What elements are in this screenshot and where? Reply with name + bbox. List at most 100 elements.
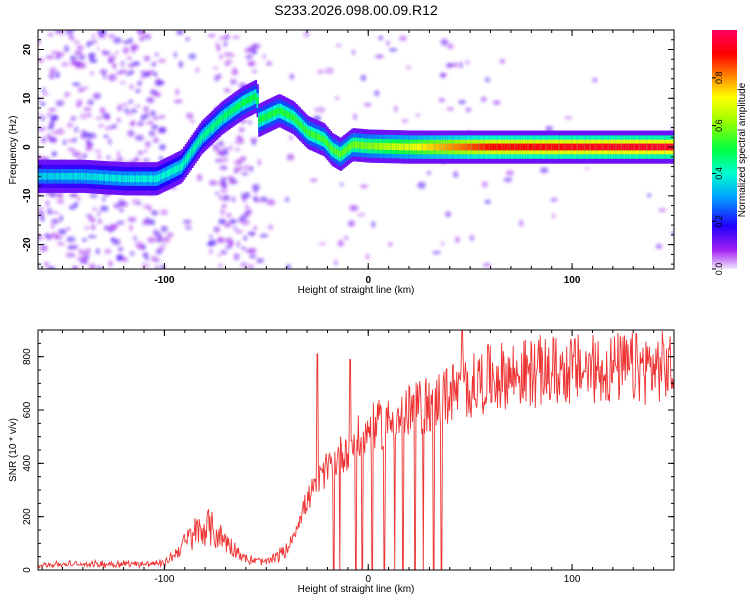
noise-speck bbox=[112, 62, 117, 70]
noise-speck bbox=[218, 180, 225, 187]
ridge-cell bbox=[621, 143, 624, 151]
ridge-cell bbox=[160, 173, 163, 181]
ridge-cell bbox=[442, 143, 445, 151]
ridge-cell bbox=[73, 172, 77, 180]
noise-speck bbox=[231, 196, 236, 203]
ridge-cell bbox=[651, 143, 654, 151]
ridge-cell bbox=[86, 173, 90, 180]
noise-speck bbox=[646, 193, 652, 198]
noise-speck bbox=[217, 73, 222, 79]
ridge-cell bbox=[230, 107, 233, 115]
ridge-cell bbox=[488, 143, 491, 151]
snr-xlabel: Height of straight line (km) bbox=[298, 584, 415, 595]
noise-speck bbox=[378, 36, 384, 40]
noise-speck bbox=[73, 61, 77, 65]
noise-speck bbox=[316, 69, 325, 74]
ridge-cell bbox=[434, 143, 437, 151]
ridge-cell bbox=[404, 143, 408, 151]
noise-speck bbox=[131, 45, 136, 52]
ridge-cell bbox=[51, 172, 54, 180]
noise-speck bbox=[51, 130, 57, 135]
ridge-cell bbox=[287, 111, 290, 119]
noise-speck bbox=[136, 80, 143, 86]
noise-speck bbox=[223, 88, 231, 93]
ridge-cell bbox=[202, 132, 205, 140]
colorbar: 0.0 0.2 0.4 0.6 0.8 Normalized spectral ampl… bbox=[712, 30, 748, 275]
noise-speck bbox=[159, 144, 166, 151]
ridge-cell bbox=[626, 143, 629, 151]
noise-speck bbox=[115, 50, 119, 55]
noise-speck bbox=[67, 245, 76, 250]
noise-speck bbox=[118, 246, 124, 252]
ridge-cell bbox=[290, 113, 293, 121]
noise-speck bbox=[156, 78, 160, 83]
ridge-cell bbox=[466, 143, 470, 151]
ridge-cell bbox=[435, 143, 439, 151]
y-tick-label: -10 bbox=[22, 188, 33, 203]
noise-speck bbox=[216, 44, 221, 52]
ridge-cell bbox=[82, 172, 85, 180]
noise-speck bbox=[98, 124, 104, 128]
noise-speck bbox=[459, 61, 463, 69]
noise-speck bbox=[131, 119, 136, 127]
noise-speck bbox=[585, 166, 589, 171]
noise-speck bbox=[70, 116, 77, 121]
ridge-cell bbox=[644, 143, 647, 151]
ridge-cell bbox=[41, 172, 44, 180]
ridge-cell bbox=[510, 143, 514, 151]
noise-speck bbox=[166, 232, 174, 237]
noise-speck bbox=[108, 138, 112, 145]
ridge-cell bbox=[599, 143, 602, 151]
ridge-cell bbox=[429, 143, 432, 151]
ridge-cell bbox=[413, 143, 416, 151]
ridge-cell bbox=[175, 166, 178, 173]
noise-speck bbox=[87, 132, 97, 139]
noise-speck bbox=[219, 54, 223, 60]
noise-speck bbox=[55, 128, 65, 135]
noise-speck bbox=[347, 220, 355, 227]
ridge-cell bbox=[318, 134, 321, 141]
noise-speck bbox=[148, 219, 156, 226]
noise-speck bbox=[136, 30, 143, 34]
noise-speck bbox=[318, 242, 326, 246]
noise-speck bbox=[233, 167, 239, 174]
noise-speck bbox=[142, 252, 149, 258]
noise-speck bbox=[248, 61, 255, 67]
ridge-cell bbox=[251, 94, 254, 102]
ridge-cell bbox=[343, 148, 346, 156]
noise-speck bbox=[228, 178, 235, 185]
ridge-cell bbox=[315, 132, 318, 140]
ridge-cell bbox=[47, 172, 50, 180]
noise-speck bbox=[79, 260, 89, 264]
noise-speck bbox=[267, 224, 274, 231]
ridge-cell bbox=[204, 130, 207, 138]
noise-speck bbox=[188, 53, 197, 60]
ridge-cell bbox=[344, 147, 347, 154]
noise-speck bbox=[116, 117, 121, 123]
ridge-cell bbox=[378, 142, 381, 150]
ridge-cell bbox=[108, 174, 111, 182]
noise-speck bbox=[72, 150, 81, 157]
ridge-cell bbox=[589, 143, 592, 151]
noise-speck bbox=[246, 208, 253, 216]
noise-speck bbox=[349, 204, 359, 212]
ridge-cell bbox=[572, 143, 576, 151]
figure-title: S233.2026.098.00.09.R12 bbox=[274, 2, 438, 18]
noise-speck bbox=[247, 263, 255, 269]
noise-speck bbox=[81, 238, 87, 242]
ridge-cell bbox=[72, 172, 75, 180]
noise-speck bbox=[45, 200, 50, 207]
noise-speck bbox=[38, 98, 42, 102]
noise-speck bbox=[262, 53, 266, 60]
noise-speck bbox=[132, 158, 141, 162]
ridge-cell bbox=[85, 173, 88, 180]
noise-speck bbox=[155, 265, 159, 269]
ridge-cell bbox=[179, 163, 183, 171]
noise-speck bbox=[151, 62, 156, 67]
noise-speck bbox=[208, 239, 217, 246]
ridge-cell bbox=[585, 143, 589, 151]
noise-speck bbox=[175, 88, 180, 96]
noise-speck bbox=[217, 237, 226, 243]
noise-speck bbox=[234, 229, 244, 234]
ridge-cell bbox=[579, 143, 582, 151]
